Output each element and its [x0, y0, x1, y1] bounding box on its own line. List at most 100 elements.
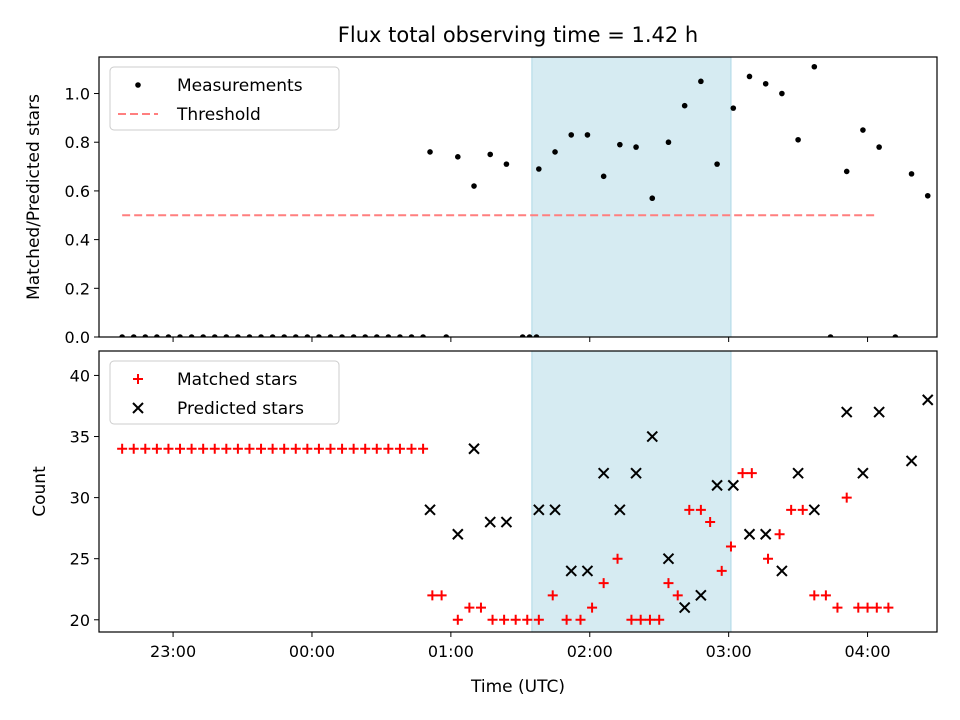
measurement-point	[385, 334, 392, 337]
matched-point	[394, 443, 405, 454]
x-tick-label: 03:00	[706, 642, 752, 661]
measurement-point	[223, 334, 230, 337]
measurement-point	[536, 166, 542, 172]
measurement-point	[235, 334, 241, 337]
predicted-point	[922, 394, 934, 406]
matched-point	[290, 443, 301, 454]
measurement-point	[142, 334, 149, 337]
y-tick-label: 0.4	[65, 231, 90, 250]
x-axis-label: Time (UTC)	[470, 677, 565, 697]
matched-point	[371, 443, 382, 454]
y-tick-label: 0.2	[65, 279, 90, 298]
legend-measurement-swatch	[135, 82, 141, 88]
matched-point	[644, 614, 655, 625]
y-tick-label: 40	[70, 366, 90, 385]
legend: Measurements Threshold	[109, 66, 340, 131]
predicted-point	[500, 516, 513, 528]
predicted-point	[841, 406, 853, 418]
predicted-point	[905, 455, 918, 467]
measurement-point	[941, 164, 947, 170]
matched-point	[786, 504, 797, 515]
y-tick-label: 0.8	[65, 133, 90, 152]
plot-area	[119, 63, 947, 337]
measurement-point	[443, 334, 450, 337]
matched-point	[117, 443, 128, 454]
measurement-point	[633, 144, 639, 150]
matched-point	[763, 553, 774, 564]
measurement-point	[552, 149, 558, 155]
bottom-panel: 20 25 30 35 40 23:00 00:00 01:00 02:00 03:00 04:00…	[30, 350, 949, 661]
matched-point	[672, 590, 683, 601]
predicted-point	[484, 516, 496, 528]
measurement-point	[533, 334, 540, 337]
legend-predicted-swatch	[132, 402, 144, 414]
measurement-point	[584, 132, 591, 138]
measurement-point	[455, 154, 461, 160]
legend-entry-label: Measurements	[177, 76, 303, 96]
measurement-point	[130, 334, 137, 337]
matched-point	[705, 517, 716, 528]
measurement-point	[269, 334, 276, 337]
matched-point	[832, 602, 843, 613]
legend-box	[109, 360, 340, 425]
matched-point	[612, 553, 623, 564]
predicted-point	[630, 467, 642, 479]
matched-point	[626, 614, 637, 625]
matched-point	[436, 590, 447, 601]
matched-point	[302, 443, 313, 454]
matched-point	[561, 614, 572, 625]
measurement-point	[281, 334, 287, 337]
matched-point	[499, 614, 510, 625]
measurement-point	[373, 334, 380, 337]
measurement-point	[827, 334, 834, 337]
matched-point	[737, 468, 748, 479]
measurement-point	[119, 334, 125, 337]
matched-point	[256, 443, 267, 454]
matched-point	[841, 492, 852, 503]
measurement-point	[177, 334, 183, 337]
predicted-point	[743, 528, 756, 540]
y-tick-label: 0.6	[65, 182, 90, 201]
predicted-point	[939, 493, 949, 503]
predicted-point	[533, 504, 545, 516]
x-tick-label: 01:00	[428, 642, 474, 661]
matched-point	[348, 443, 359, 454]
matched-point	[427, 590, 438, 601]
measurement-point	[526, 334, 533, 337]
predicted-point	[759, 528, 772, 540]
measurement-point	[427, 149, 433, 155]
measurement-point	[714, 161, 720, 167]
measurement-point	[154, 334, 160, 337]
matched-point	[598, 578, 609, 589]
measurement-point	[843, 168, 850, 175]
x-tick-label: 23:00	[150, 642, 196, 661]
matched-point	[871, 602, 882, 613]
matched-point	[695, 504, 706, 515]
y-tick-label: 30	[70, 489, 90, 508]
predicted-point	[662, 552, 675, 565]
matched-point	[883, 602, 894, 613]
measurement-point	[200, 334, 206, 337]
predicted-point	[452, 528, 464, 540]
predicted-point	[857, 467, 869, 479]
measurement-point	[892, 334, 899, 337]
matched-point	[587, 602, 598, 613]
x-tick-label: 02:00	[567, 642, 613, 661]
predicted-point	[581, 565, 594, 577]
matched-point	[635, 614, 646, 625]
matched-point	[128, 443, 139, 454]
matched-point	[746, 468, 757, 479]
measurement-point	[165, 334, 172, 337]
measurement-point	[876, 144, 882, 150]
y-tick-label: 35	[70, 428, 90, 447]
y-tick-label: 1.0	[65, 85, 90, 104]
matched-point	[475, 602, 486, 613]
observing-window-span	[531, 56, 732, 338]
matched-point	[313, 443, 324, 454]
predicted-point	[808, 504, 821, 516]
y-tick-label: 25	[70, 550, 90, 569]
measurement-point	[924, 192, 931, 199]
measurement-point	[779, 90, 785, 97]
measurement-point	[350, 334, 357, 337]
predicted-point	[776, 565, 788, 577]
